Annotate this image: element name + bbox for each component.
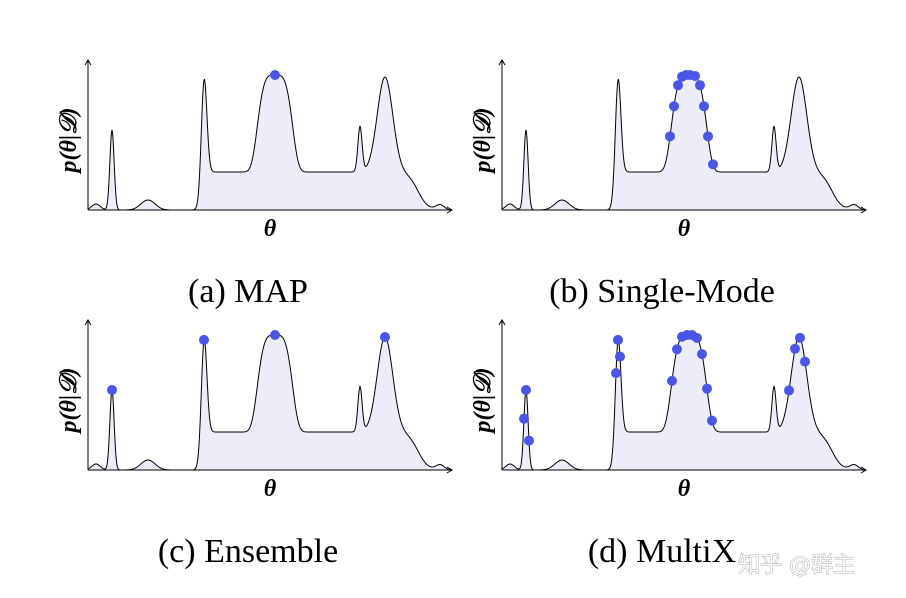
arrow [860, 466, 867, 474]
x-axis-label: θ [264, 216, 277, 242]
sample-point [692, 333, 702, 344]
sample-point [673, 80, 683, 91]
density-fill [88, 335, 452, 470]
sample-point [690, 70, 700, 81]
arrow [446, 466, 453, 474]
sample-point [703, 131, 713, 142]
sample-point [524, 435, 534, 446]
sample-point [519, 413, 529, 424]
x-axis-label: θ [678, 476, 691, 502]
arrow [446, 206, 453, 214]
caption: (a) MAP [188, 273, 308, 310]
sample-point [199, 334, 209, 345]
sample-point [697, 349, 707, 360]
sample-point [611, 368, 621, 379]
sample-point [702, 383, 712, 394]
sample-point [708, 159, 718, 170]
sample-point [270, 70, 280, 80]
arrow [860, 206, 867, 214]
sample-point [800, 356, 810, 367]
arrow [498, 59, 506, 66]
sample-point [784, 385, 794, 396]
sample-point [707, 415, 717, 426]
sample-point [613, 334, 623, 345]
arrow [84, 59, 92, 66]
sample-point [795, 332, 805, 343]
sample-point [695, 80, 705, 91]
y-axis-label: p(θ|𝒟) [470, 368, 496, 435]
sample-point [270, 330, 280, 340]
sample-point [521, 384, 531, 395]
x-axis-label: θ [678, 216, 691, 242]
sample-point [665, 131, 675, 142]
density-fill [88, 75, 452, 210]
y-axis-label: p(θ|𝒟) [56, 108, 82, 175]
x-axis-label: θ [264, 476, 277, 502]
arrow [84, 319, 92, 326]
y-axis-label: p(θ|𝒟) [470, 108, 496, 175]
arrow [498, 319, 506, 326]
caption: (d) MultiX [588, 533, 736, 570]
sample-point [699, 101, 709, 112]
watermark: 知乎 @群主 [738, 553, 855, 578]
sample-point [672, 344, 682, 355]
density-fill [502, 335, 866, 470]
sample-point [380, 332, 390, 343]
sample-point [667, 375, 677, 386]
density-fill [502, 75, 866, 210]
sample-point [615, 351, 625, 362]
sample-point [669, 101, 679, 112]
sample-point [790, 343, 800, 354]
y-axis-label: p(θ|𝒟) [56, 368, 82, 435]
caption: (c) Ensemble [158, 533, 338, 570]
density-curve [87, 74, 453, 211]
sample-point [107, 384, 117, 395]
caption: (b) Single-Mode [549, 273, 775, 310]
density-curve [87, 334, 453, 471]
